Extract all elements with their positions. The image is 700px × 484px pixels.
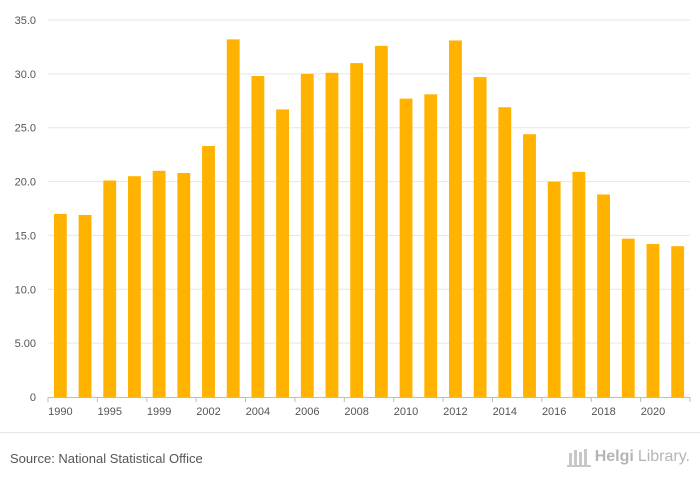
x-tick-label: 2014	[493, 406, 517, 418]
bar[interactable]	[177, 172, 191, 397]
y-tick-label: 25.0	[15, 123, 36, 135]
x-tick-label: 2004	[246, 406, 270, 418]
brand-name-bold: Helgi	[594, 448, 634, 465]
bar[interactable]	[128, 176, 141, 397]
bar[interactable]	[473, 77, 487, 398]
x-tick-label: 1990	[48, 406, 72, 418]
x-tick-label: 2012	[443, 406, 467, 418]
bar[interactable]	[226, 39, 240, 397]
x-tick-label: 2020	[641, 406, 665, 418]
brand-name-light: Library.	[637, 448, 690, 465]
bars	[53, 39, 685, 398]
bar[interactable]	[646, 244, 660, 397]
brand-logo[interactable]: Helgi Library.	[566, 447, 690, 467]
x-tick-label: 1999	[147, 406, 171, 418]
x-tick-label: 1995	[97, 406, 121, 418]
x-tick-label: 2006	[295, 406, 319, 418]
bar[interactable]	[325, 72, 339, 397]
bar[interactable]	[103, 180, 117, 397]
y-axis-labels: 0 5.00 10.0 15.0 20.0 25.0 30.0 35.0	[15, 15, 36, 404]
y-tick-label: 15.0	[15, 230, 36, 242]
bar[interactable]	[621, 238, 635, 397]
y-tick-label: 5.00	[15, 338, 36, 350]
source-text: Source: National Statistical Office	[10, 451, 203, 466]
bar[interactable]	[399, 98, 413, 397]
y-tick-label: 10.0	[15, 284, 36, 296]
bar[interactable]	[350, 63, 364, 397]
y-tick-label: 0	[30, 392, 36, 404]
library-icon	[566, 449, 591, 467]
y-tick-label: 30.0	[15, 69, 36, 81]
bar[interactable]	[671, 246, 685, 397]
grid-lines	[48, 19, 690, 344]
bar[interactable]	[424, 94, 438, 397]
x-tick-label: 2018	[591, 406, 615, 418]
bar[interactable]	[547, 181, 561, 397]
bar[interactable]	[374, 45, 388, 397]
x-tick-label: 2008	[344, 406, 368, 418]
bar[interactable]	[152, 170, 166, 397]
footer: Source: National Statistical Office Helg…	[0, 432, 700, 484]
bar[interactable]	[202, 146, 215, 397]
y-tick-label: 20.0	[15, 177, 36, 189]
bar[interactable]	[597, 194, 610, 397]
bar[interactable]	[449, 40, 462, 398]
x-axis: 1990 1995 1999 2002 2004 2006 2008 2010 2012 2014…	[47, 397, 691, 418]
chart-area: 0 5.00 10.0 15.0 20.0 25.0 30.0 35.0 1990 1995 19…	[15, 15, 691, 418]
x-tick-label: 2016	[542, 406, 566, 418]
bar[interactable]	[251, 76, 265, 398]
x-tick-label: 2002	[196, 406, 220, 418]
bar[interactable]	[53, 213, 67, 397]
bar[interactable]	[276, 109, 289, 397]
bar[interactable]	[300, 73, 314, 397]
bar[interactable]	[78, 214, 92, 397]
bar[interactable]	[523, 134, 536, 398]
y-tick-label: 35.0	[15, 15, 36, 27]
bar[interactable]	[572, 171, 586, 397]
x-tick-label: 2010	[394, 406, 418, 418]
bar[interactable]	[498, 107, 512, 398]
